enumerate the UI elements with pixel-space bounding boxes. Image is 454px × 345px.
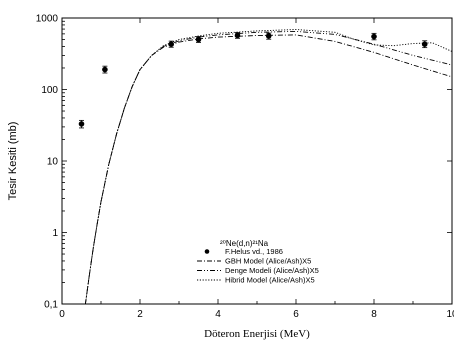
legend-title: ²⁰Ne(d,n)²¹Na <box>220 239 269 248</box>
legend-entry: Hibrid Model (Alice/Ash)X5 <box>225 276 315 285</box>
series-line <box>84 30 453 305</box>
data-point <box>234 32 241 39</box>
x-tick-label: 10 <box>446 309 454 320</box>
legend-entry: F.Helus vd., 1986 <box>225 247 283 256</box>
x-tick-label: 6 <box>293 309 299 320</box>
y-tick-label: 100 <box>41 85 58 96</box>
y-tick-label: 0,1 <box>44 300 58 311</box>
x-tick-label: 4 <box>215 309 221 320</box>
legend-entry: Denge Modeli (Alice/Ash)X5 <box>225 266 319 275</box>
axis-ticks: 0 2 4 6 8 10 0,1 1 10 100 1000 <box>36 14 454 321</box>
data-points <box>78 32 428 129</box>
data-point <box>371 33 377 40</box>
y-tick-label: 1000 <box>36 14 59 25</box>
data-point <box>265 33 272 39</box>
x-tick-label: 8 <box>371 309 377 320</box>
data-point <box>168 41 174 48</box>
data-point <box>102 66 108 73</box>
y-tick-label: 10 <box>47 157 59 168</box>
x-tick-label: 2 <box>137 309 143 320</box>
y-axis-label: Tesir Kesiti (mb) <box>7 122 19 201</box>
data-point <box>195 36 202 43</box>
legend-marker <box>204 249 210 254</box>
data-point <box>78 121 85 127</box>
data-point <box>421 41 428 48</box>
y-tick-label: 1 <box>52 228 58 239</box>
legend-entry: GBH Model (Alice/Ash)X5 <box>225 257 311 266</box>
x-tick-label: 0 <box>59 309 65 320</box>
x-axis-label: Döteron Enerjisi (MeV) <box>204 328 310 340</box>
